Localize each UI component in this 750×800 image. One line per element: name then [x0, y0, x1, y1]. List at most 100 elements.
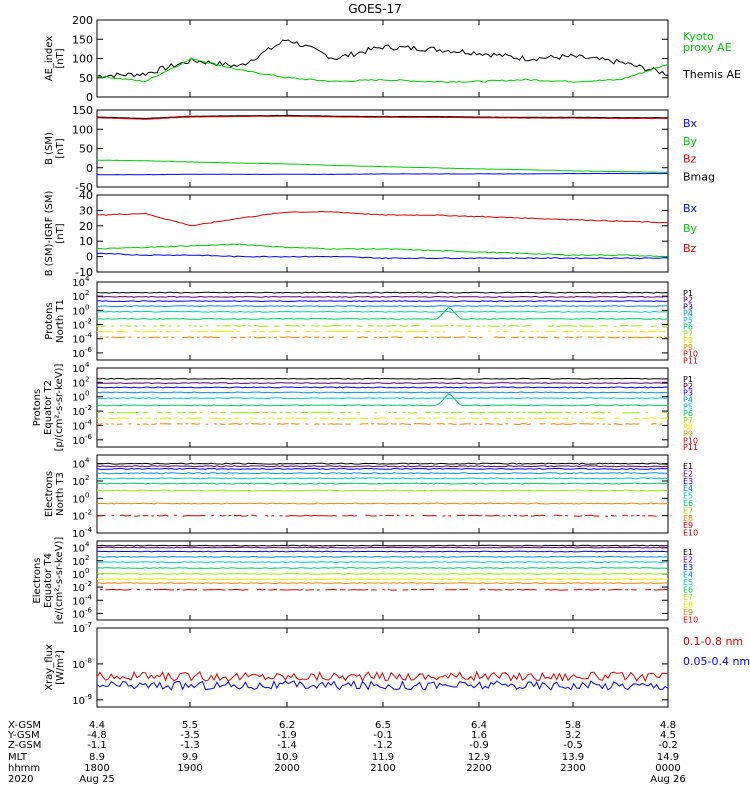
x-tick-mlt: 14.9 [657, 752, 679, 763]
y-tick-exponent: 2 [85, 289, 89, 297]
y-tick-label: 10 [72, 407, 85, 418]
panel-b-igrf: 40 30 20 10 0 -10 B (SM)-IGRF (SM) [nT] Bx By Bz [44, 189, 698, 279]
y-tick-label: 40 [79, 189, 93, 202]
x-tick-z-gsm: -1.3 [180, 740, 200, 751]
legend-label: Kyoto [683, 30, 714, 43]
legend-label: Bx [683, 117, 698, 130]
legend-label: E9 [683, 608, 693, 617]
series-line [96, 465, 669, 468]
y-axis-label: [nT] [55, 48, 66, 68]
series-line [96, 386, 669, 389]
panel-frame [96, 627, 669, 708]
series-line [96, 670, 669, 683]
x-tick-y-gsm: -0.1 [373, 730, 393, 741]
y-axis-label: Electrons [44, 471, 55, 517]
y-tick-label: -10 [75, 266, 93, 279]
series-group [96, 377, 669, 424]
y-tick-exponent: -2 [85, 318, 92, 326]
series-line [96, 502, 669, 505]
series-line [99, 588, 669, 591]
x-tick-hhmm: 1900 [177, 763, 202, 774]
series-line [96, 472, 668, 475]
y-tick-label: 50 [79, 143, 93, 156]
legend-label: E5 [683, 492, 693, 501]
series-line [96, 578, 669, 581]
series-line [97, 331, 668, 332]
y-tick-exponent: -2 [85, 404, 92, 412]
x-tick-hhmm: 2300 [560, 763, 585, 774]
y-tick-exponent: 2 [85, 375, 89, 383]
y-tick-label: 10 [72, 494, 85, 505]
x-tick-z-gsm: -1.1 [87, 740, 107, 751]
x-tick-mlt: 12.9 [468, 752, 490, 763]
legend-label: Bmag [683, 170, 715, 183]
x-tick-y-gsm: -1.9 [277, 730, 297, 741]
series-line [96, 411, 669, 414]
series-line [96, 39, 669, 79]
y-axis-label: [W/m²] [55, 650, 66, 685]
x-tick-hhmm: 0000 [655, 763, 680, 774]
series-line [96, 555, 669, 558]
series-line [96, 252, 669, 260]
legend-label: Themis AE [682, 68, 741, 81]
y-tick-label: 10 [72, 321, 85, 332]
legend-label: E2 [683, 556, 693, 565]
y-tick-label: 0 [86, 251, 93, 264]
x-tick-z-gsm: -1.4 [277, 740, 297, 751]
series-line [96, 307, 669, 320]
panel-frame [96, 540, 669, 621]
y-tick-label: 0 [86, 91, 93, 104]
panel-frame [96, 367, 669, 448]
series-line [96, 482, 669, 485]
y-tick-exponent: 2 [85, 474, 89, 482]
y-axis-label: North T3 [55, 472, 66, 516]
x-tick-y-gsm: -4.8 [87, 730, 107, 741]
y-tick-label: 10 [72, 696, 85, 707]
series-line [96, 572, 668, 575]
x-tick-y-gsm: -3.5 [180, 730, 200, 741]
y-tick-label: -50 [75, 181, 93, 194]
y-tick-exponent: 4 [85, 541, 90, 549]
legend-label: P4 [683, 309, 693, 318]
y-axis-label: [nT] [55, 223, 66, 243]
series-line [96, 114, 668, 120]
legend-label: proxy AE [683, 41, 732, 54]
y-tick-label: 10 [72, 557, 85, 568]
legend-label: P3 [683, 302, 693, 311]
y-tick-exponent: -6 [85, 606, 93, 614]
y-axis-label: Protons [32, 389, 43, 426]
series-line [96, 377, 669, 380]
series-line [96, 291, 669, 294]
y-tick-label: 10 [72, 278, 85, 289]
legend-label: P1 [683, 289, 693, 298]
y-axis-label: [p/(cm²-s-sr-keV)] [54, 364, 65, 452]
legend-label: By [683, 222, 698, 235]
y-tick-label: 10 [72, 436, 85, 447]
y-tick-label: 10 [72, 596, 85, 607]
series-line [96, 159, 668, 173]
y-tick-label: 10 [72, 292, 85, 303]
series-line [96, 477, 669, 480]
legend-label: E4 [683, 484, 693, 493]
x-row-label: 2020 [8, 774, 33, 785]
series-line [96, 561, 669, 564]
series-line [96, 489, 669, 492]
x-tick-z-gsm: -0.5 [563, 740, 583, 751]
y-tick-label: 150 [72, 104, 93, 117]
legend-label: E4 [683, 571, 693, 580]
legend-label: E2 [683, 469, 693, 478]
y-tick-label: 200 [72, 14, 93, 27]
x-tick-y-gsm: 1.6 [471, 730, 487, 741]
legend-label: Bz [683, 242, 697, 255]
y-tick-label: 10 [72, 393, 85, 404]
legend-label: E7 [683, 593, 693, 602]
legend-label: P9 [683, 343, 693, 352]
y-tick-exponent: 0 [85, 567, 89, 575]
legend-label: Bx [683, 202, 698, 215]
y-tick-label: 10 [72, 570, 85, 581]
series-group [96, 291, 669, 339]
